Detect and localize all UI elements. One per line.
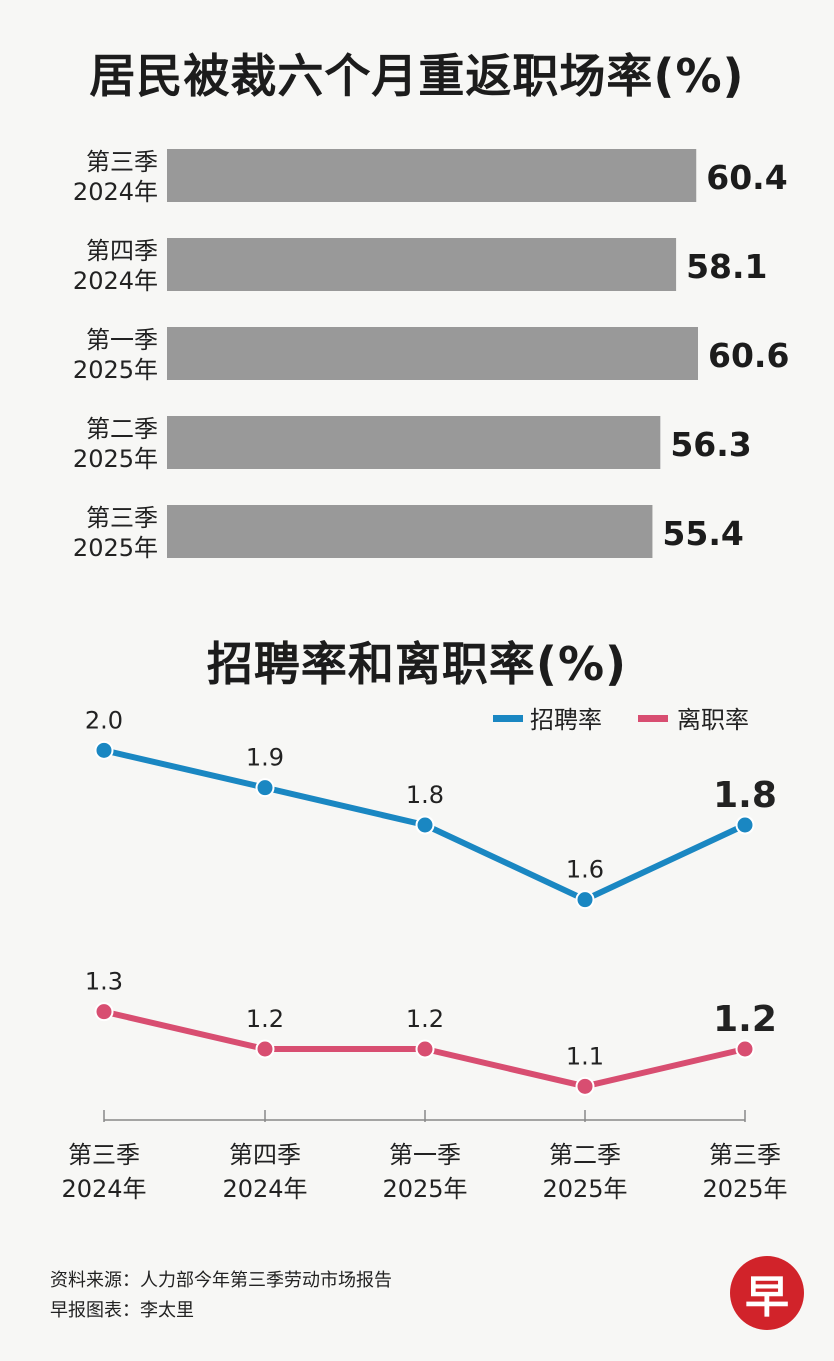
series-1-point-2	[415, 1039, 435, 1059]
x-tick-label-quarter-4: 第三季	[709, 1141, 781, 1169]
x-tick-label-quarter-0: 第三季	[68, 1141, 140, 1169]
bar-category-year-2: 2025年	[73, 356, 158, 384]
line-chart-title: 招聘率和离职率(%)	[206, 637, 628, 691]
bar-0	[167, 149, 697, 202]
zaobao-logo: 早	[730, 1256, 804, 1330]
x-tick-label-quarter-1: 第四季	[229, 1141, 301, 1169]
bar-chart-title: 居民被裁六个月重返职场率(%)	[89, 49, 745, 103]
bar-category-year-0: 2024年	[73, 178, 158, 206]
x-tick-label-year-3: 2025年	[542, 1175, 627, 1203]
series-1-label-0: 1.3	[85, 968, 123, 996]
series-1-point-1	[255, 1039, 275, 1059]
bar-category-quarter-2: 第一季	[86, 326, 158, 354]
series-0-point-2	[415, 815, 435, 835]
series-0-label-0: 2.0	[85, 706, 123, 734]
series-1-label-2: 1.2	[406, 1005, 444, 1033]
bar-4	[167, 505, 653, 558]
bar-1	[167, 238, 677, 291]
bar-value-label-0: 60.4	[706, 158, 787, 197]
credit-note: 早报图表：李太里	[50, 1300, 194, 1321]
source-note: 资料来源：人力部今年第三季劳动市场报告	[50, 1270, 392, 1291]
bar-category-quarter-3: 第二季	[86, 415, 158, 443]
bar-category-quarter-0: 第三季	[86, 148, 158, 176]
x-tick-label-quarter-2: 第一季	[389, 1141, 461, 1169]
bar-value-label-1: 58.1	[686, 247, 767, 286]
bar-value-label-4: 55.4	[662, 514, 743, 553]
x-tick-label-year-1: 2024年	[222, 1175, 307, 1203]
bar-value-label-2: 60.6	[708, 336, 789, 375]
series-0-label-2: 1.8	[406, 781, 444, 809]
series-0-point-1	[255, 778, 275, 798]
legend-swatch-1	[638, 715, 668, 722]
series-0-label-1: 1.9	[246, 744, 284, 772]
series-0-point-4	[735, 815, 755, 835]
x-tick-label-year-2: 2025年	[382, 1175, 467, 1203]
series-0-point-0	[94, 740, 114, 760]
series-1-point-4	[735, 1039, 755, 1059]
bar-category-year-1: 2024年	[73, 267, 158, 295]
series-1-point-3	[575, 1076, 595, 1096]
legend-label-0: 招聘率	[530, 706, 602, 734]
legend-label-1: 离职率	[677, 706, 749, 734]
bar-3	[167, 416, 661, 469]
x-tick-label-quarter-3: 第二季	[549, 1141, 621, 1169]
bar-2	[167, 327, 698, 380]
series-0-label-3: 1.6	[566, 856, 604, 884]
bar-category-year-4: 2025年	[73, 534, 158, 562]
series-0-label-4: 1.8	[713, 775, 777, 816]
bar-value-label-3: 56.3	[670, 425, 751, 464]
series-1-point-0	[94, 1002, 114, 1022]
line-chart: 第三季 2024年 第四季 2024年 第一季 2025年 第二季 2025年 第三季 2025年…	[61, 706, 787, 1203]
bar-category-quarter-1: 第四季	[86, 237, 158, 265]
bar-category-quarter-4: 第三季	[86, 504, 158, 532]
bar-category-year-3: 2025年	[73, 445, 158, 473]
series-0-point-3	[575, 890, 595, 910]
series-1-label-1: 1.2	[246, 1005, 284, 1033]
x-tick-label-year-0: 2024年	[61, 1175, 146, 1203]
series-1-label-4: 1.2	[713, 999, 777, 1040]
x-tick-label-year-4: 2025年	[702, 1175, 787, 1203]
series-1-label-3: 1.1	[566, 1042, 604, 1070]
legend-swatch-0	[493, 715, 523, 722]
